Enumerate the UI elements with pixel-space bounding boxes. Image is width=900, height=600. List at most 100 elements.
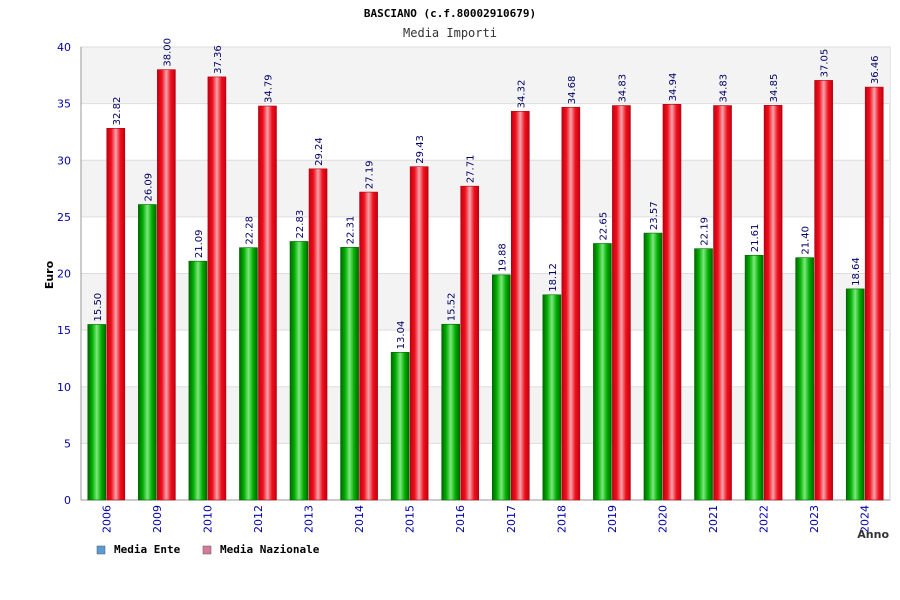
bar-media-nazionale (713, 105, 732, 501)
bar-value-label: 34.68 (567, 76, 578, 105)
bar-value-label: 19.88 (497, 243, 508, 272)
bar-media-ente (845, 288, 865, 501)
x-axis-label: Anno (857, 528, 889, 541)
bar-value-label: 27.71 (466, 155, 477, 184)
bar-value-label: 34.83 (617, 74, 628, 103)
bar-media-ente (188, 260, 208, 501)
x-tick-label: 2014 (353, 505, 366, 533)
x-tick-label: 2012 (252, 505, 265, 533)
bar-value-label: 26.09 (143, 173, 154, 202)
bar-value-label: 22.65 (598, 212, 609, 241)
bar-media-ente (390, 352, 410, 501)
bar-value-label: 38.00 (162, 38, 173, 67)
bar-media-nazionale (308, 168, 328, 501)
x-tick-label: 2015 (404, 505, 417, 533)
chart-title: BASCIANO (c.f.80002910679) (364, 7, 536, 20)
x-tick-label: 2020 (656, 505, 669, 533)
bar-media-ente (340, 247, 359, 501)
bar-value-label: 34.32 (516, 80, 527, 109)
bar-value-label: 29.24 (314, 137, 325, 166)
bar-media-ente (744, 254, 764, 501)
bar-value-label: 34.94 (668, 73, 679, 102)
bar-value-label: 22.31 (346, 216, 357, 245)
x-tick-label: 2021 (707, 505, 720, 533)
y-tick-label: 10 (57, 381, 71, 394)
bar-value-label: 22.28 (244, 216, 255, 245)
x-tick-label: 2006 (100, 505, 113, 533)
bar-media-ente (593, 243, 612, 501)
bar-media-ente (441, 323, 461, 501)
bars (87, 69, 884, 501)
x-tick-label: 2009 (151, 505, 164, 533)
bar-value-label: 32.82 (112, 97, 123, 126)
bar-value-label: 18.12 (548, 263, 559, 292)
bar-value-label: 27.19 (365, 160, 376, 189)
bar-value-label: 37.36 (213, 45, 224, 74)
y-tick-label: 15 (57, 324, 71, 337)
x-tick-label: 2024 (859, 505, 872, 533)
bar-value-label: 21.61 (750, 224, 761, 253)
x-tick-label: 2010 (201, 505, 214, 533)
bar-media-nazionale (864, 86, 884, 501)
x-tick-label: 2022 (758, 505, 771, 533)
x-tick-label: 2023 (808, 505, 821, 533)
bar-value-label: 29.43 (415, 135, 426, 164)
bar-value-label: 34.83 (719, 74, 730, 103)
bar-media-ente (87, 324, 107, 501)
legend-swatch-nazionale (202, 545, 212, 555)
bar-value-label: 21.09 (194, 230, 205, 259)
x-tick-label: 2013 (303, 505, 316, 533)
bar-value-label: 23.57 (649, 201, 660, 230)
y-tick-label: 20 (57, 268, 71, 281)
bar-value-label: 34.79 (263, 74, 274, 103)
bar-value-label: 15.50 (93, 293, 104, 322)
y-axis-ticks: 0 5 10 15 20 25 30 35 40 (57, 41, 71, 507)
bar-value-label: 37.05 (820, 49, 831, 78)
bar-media-nazionale (612, 105, 631, 501)
bar-media-ente (289, 241, 309, 501)
legend: Media Ente Media Nazionale (96, 543, 320, 556)
bar-value-label: 34.85 (769, 74, 780, 103)
bar-media-nazionale (814, 80, 833, 501)
bar-media-ente (643, 232, 663, 501)
bar-value-label: 22.83 (295, 210, 306, 239)
bar-value-label: 15.52 (447, 293, 458, 322)
bar-value-label: 18.64 (851, 257, 862, 286)
y-tick-label: 40 (57, 41, 71, 54)
bar-media-nazionale (510, 111, 530, 501)
bar-media-nazionale (157, 69, 176, 501)
bar-value-labels: 15.50 32.82 26.09 38.00 21.09 37.36 22.28 34.79… (93, 38, 881, 349)
y-tick-label: 30 (57, 154, 71, 167)
bar-media-ente (795, 257, 814, 501)
x-tick-label: 2018 (555, 505, 568, 533)
y-tick-label: 35 (57, 98, 71, 111)
x-tick-label: 2019 (606, 505, 619, 533)
bar-media-ente (491, 274, 511, 501)
bar-media-nazionale (662, 104, 682, 501)
x-tick-label: 2017 (505, 505, 518, 533)
legend-label-ente: Media Ente (114, 543, 181, 556)
y-tick-label: 0 (64, 494, 71, 507)
bar-value-label: 36.46 (870, 55, 881, 84)
x-axis-ticks: 2006 2009 2010 2012 2013 2014 2015 2016 2017 2018… (100, 505, 871, 533)
bar-media-nazionale (106, 128, 126, 501)
bar-media-nazionale (207, 76, 227, 501)
bar-media-ente (138, 204, 157, 501)
legend-label-nazionale: Media Nazionale (220, 543, 320, 556)
y-axis-label: Euro (43, 260, 56, 289)
bar-media-nazionale (409, 166, 429, 501)
bar-media-nazionale (763, 105, 783, 501)
bar-value-label: 13.04 (396, 321, 407, 350)
bar-value-label: 21.40 (801, 226, 812, 255)
bar-media-nazionale (460, 185, 480, 501)
y-tick-label: 25 (57, 211, 71, 224)
bar-media-ente (239, 247, 258, 501)
bar-value-label: 22.19 (700, 217, 711, 246)
bar-media-ente (542, 294, 562, 501)
y-tick-label: 5 (64, 437, 71, 450)
bar-media-ente (694, 248, 713, 501)
chart-subtitle: Media Importi (403, 26, 497, 40)
bar-media-nazionale (258, 105, 277, 501)
legend-swatch-ente (96, 545, 106, 555)
